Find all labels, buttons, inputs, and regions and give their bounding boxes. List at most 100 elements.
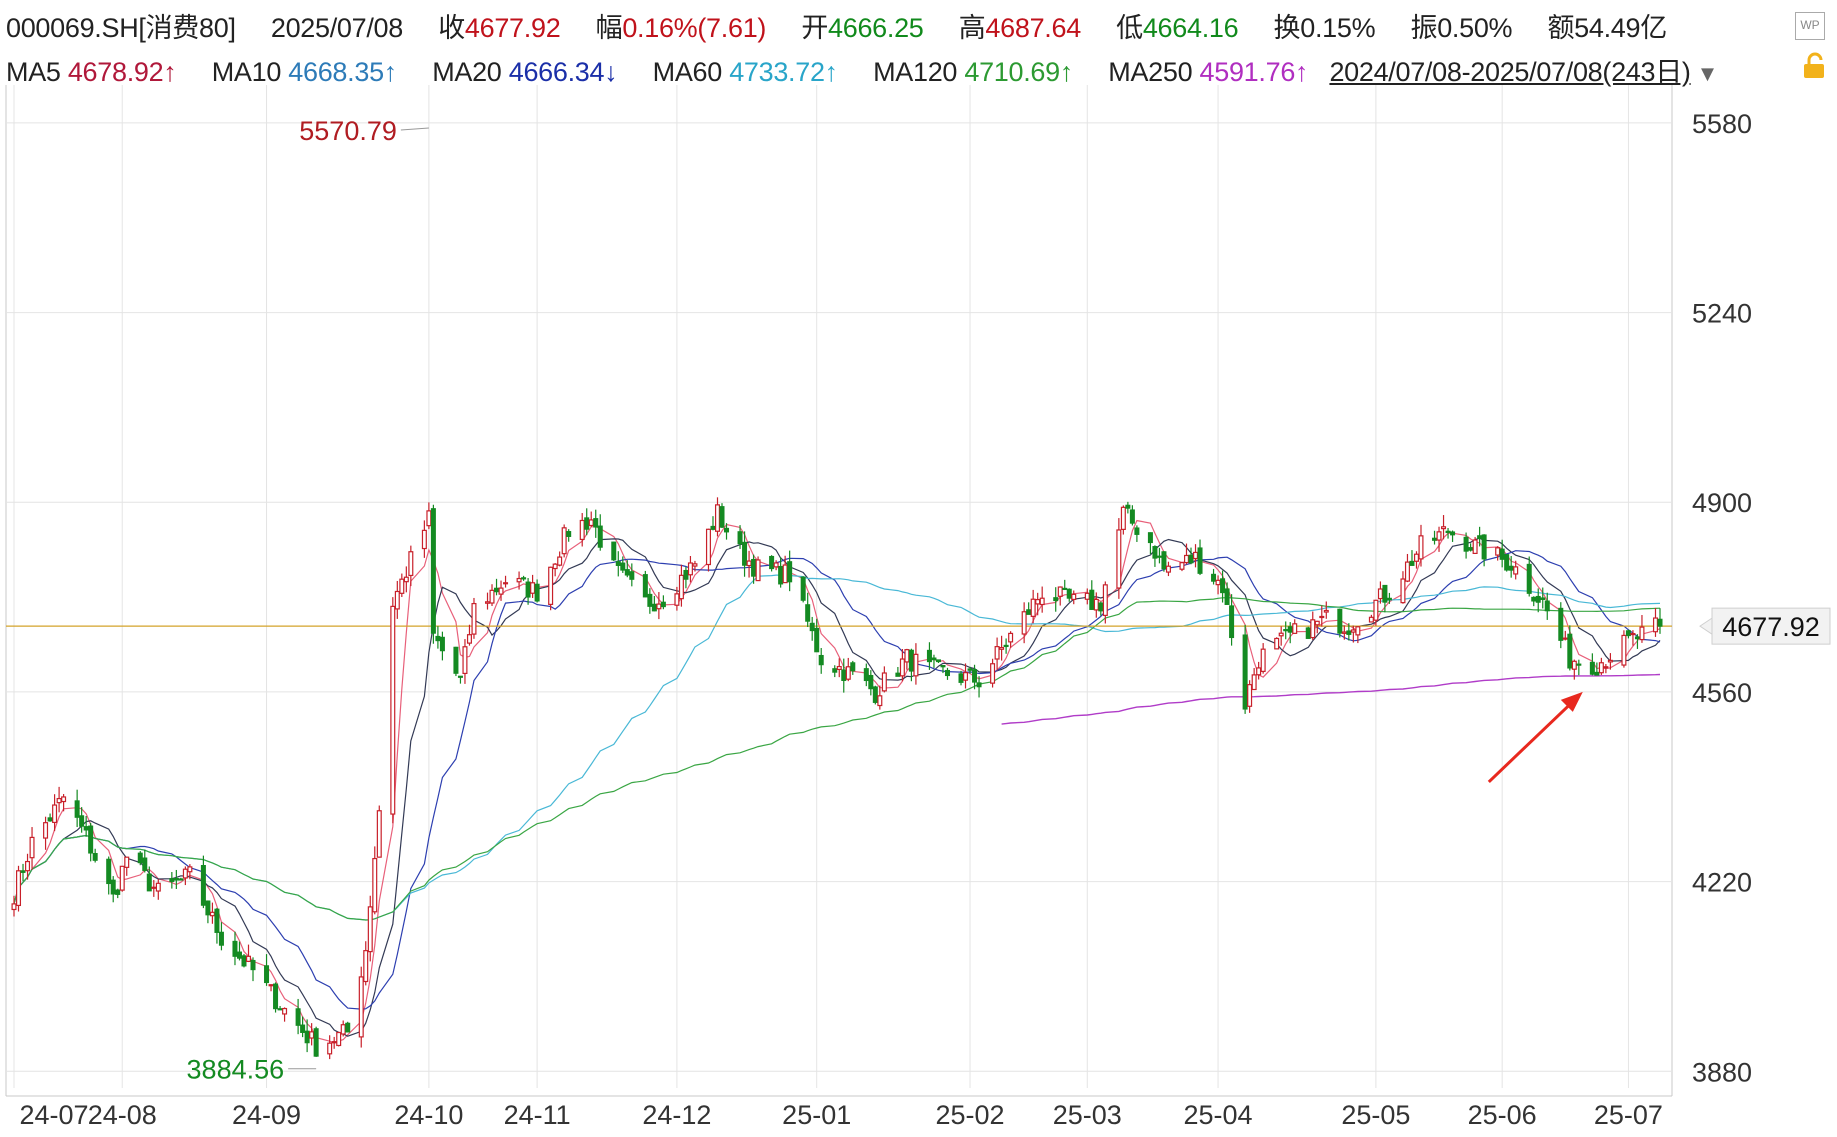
candle[interactable]	[1337, 608, 1343, 638]
candle[interactable]	[1652, 607, 1658, 637]
candle[interactable]	[218, 922, 224, 951]
candle[interactable]	[327, 1035, 333, 1060]
candle[interactable]	[137, 851, 143, 866]
candle[interactable]	[1621, 630, 1627, 668]
candle[interactable]	[142, 849, 148, 873]
candle[interactable]	[182, 866, 188, 886]
candle[interactable]	[1247, 680, 1253, 713]
candle[interactable]	[43, 816, 49, 850]
candle[interactable]	[124, 856, 130, 876]
candle[interactable]	[1540, 587, 1546, 609]
candle[interactable]	[1026, 602, 1032, 615]
candle[interactable]	[209, 902, 215, 924]
candle[interactable]	[944, 667, 950, 680]
candle[interactable]	[92, 848, 98, 863]
candle[interactable]	[1211, 568, 1217, 585]
candle[interactable]	[1089, 580, 1095, 611]
candle[interactable]	[29, 827, 35, 870]
candle[interactable]	[340, 1020, 346, 1037]
candle[interactable]	[205, 900, 211, 924]
candle[interactable]	[250, 957, 256, 982]
candle[interactable]	[705, 528, 711, 572]
candle[interactable]	[805, 592, 811, 627]
candle[interactable]	[935, 659, 941, 663]
candle[interactable]	[241, 953, 247, 968]
candle[interactable]	[115, 888, 121, 899]
candle[interactable]	[173, 869, 179, 889]
candle[interactable]	[683, 566, 689, 589]
candle[interactable]	[106, 856, 112, 895]
candle[interactable]	[647, 588, 653, 614]
candle[interactable]	[836, 658, 842, 678]
candle[interactable]	[1310, 611, 1316, 641]
candle[interactable]	[20, 863, 26, 882]
candle[interactable]	[1319, 605, 1325, 627]
candle[interactable]	[1323, 601, 1329, 619]
candle[interactable]	[119, 865, 125, 892]
candle[interactable]	[1477, 526, 1483, 547]
candle[interactable]	[1531, 596, 1537, 607]
candle[interactable]	[313, 1026, 319, 1057]
candle[interactable]	[755, 556, 761, 582]
candle[interactable]	[277, 1005, 283, 1011]
candle[interactable]	[881, 666, 887, 693]
candle[interactable]	[1242, 624, 1248, 714]
candle[interactable]	[521, 575, 527, 581]
candle[interactable]	[1071, 590, 1077, 605]
candle[interactable]	[1576, 659, 1582, 676]
candle[interactable]	[1445, 528, 1451, 539]
candle[interactable]	[994, 637, 1000, 671]
candle[interactable]	[1251, 668, 1257, 691]
candle[interactable]	[809, 616, 815, 641]
candle[interactable]	[620, 556, 626, 573]
candle[interactable]	[660, 595, 666, 610]
candle[interactable]	[926, 642, 932, 670]
candle[interactable]	[1220, 570, 1226, 603]
candle[interactable]	[1350, 625, 1356, 643]
candle[interactable]	[773, 560, 779, 571]
candle[interactable]	[1179, 562, 1185, 572]
candle[interactable]	[584, 508, 590, 536]
candle[interactable]	[1341, 625, 1347, 640]
candle[interactable]	[877, 685, 883, 710]
candle[interactable]	[1657, 608, 1663, 634]
candle[interactable]	[1377, 581, 1383, 604]
candle[interactable]	[232, 931, 238, 966]
candle[interactable]	[963, 663, 969, 689]
candle[interactable]	[1305, 626, 1311, 639]
candle[interactable]	[1030, 589, 1036, 624]
candle[interactable]	[611, 541, 617, 562]
candle[interactable]	[1526, 556, 1532, 597]
candle[interactable]	[1120, 505, 1126, 535]
candle[interactable]	[503, 575, 509, 588]
candle[interactable]	[1504, 554, 1510, 572]
candle[interactable]	[494, 578, 500, 596]
candle[interactable]	[1278, 626, 1284, 646]
candle[interactable]	[850, 660, 856, 675]
candle[interactable]	[931, 654, 937, 668]
candle[interactable]	[1161, 551, 1167, 572]
candle[interactable]	[1116, 518, 1122, 599]
candle[interactable]	[999, 635, 1005, 661]
date-range-selector[interactable]: 2024/07/08-2025/07/08(243日)	[1329, 57, 1691, 87]
candle[interactable]	[484, 592, 491, 610]
candle[interactable]	[642, 570, 648, 598]
candle[interactable]	[674, 586, 680, 611]
candle[interactable]	[593, 509, 599, 538]
candle[interactable]	[1215, 575, 1221, 595]
candle[interactable]	[151, 880, 157, 897]
candle[interactable]	[972, 664, 978, 690]
candle[interactable]	[1594, 662, 1600, 676]
candle[interactable]	[1567, 625, 1573, 671]
candle[interactable]	[245, 944, 252, 963]
candle[interactable]	[782, 555, 788, 584]
candle[interactable]	[746, 550, 752, 578]
candle[interactable]	[390, 597, 396, 824]
candle[interactable]	[1630, 630, 1636, 646]
candle[interactable]	[579, 513, 585, 547]
candle[interactable]	[615, 551, 621, 577]
candle[interactable]	[724, 523, 730, 540]
candle[interactable]	[336, 1031, 342, 1047]
candle[interactable]	[1450, 530, 1456, 542]
candle[interactable]	[1152, 545, 1158, 567]
